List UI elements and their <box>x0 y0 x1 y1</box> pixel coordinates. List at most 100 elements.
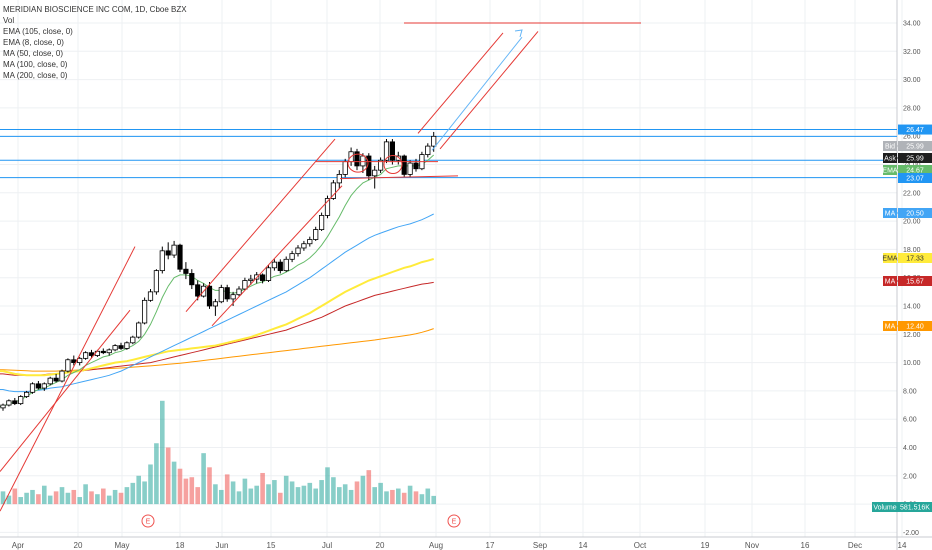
candle <box>59 369 65 383</box>
candle-body <box>23 391 30 397</box>
volume-bar <box>289 481 295 505</box>
candle <box>177 243 183 273</box>
candle <box>389 139 396 165</box>
price-label-value: 24.67 <box>906 168 924 175</box>
price-label: 23.07 <box>898 173 932 183</box>
volume-bar <box>112 489 118 505</box>
volume-bar <box>307 482 313 505</box>
legend-ma50[interactable]: MA (50, close, 0) <box>3 49 64 58</box>
candle <box>165 242 171 260</box>
y-tick-label: 14.00 <box>903 304 921 311</box>
volume-bar <box>118 492 124 505</box>
candle <box>83 351 89 360</box>
circle-marker <box>383 155 403 174</box>
price-label-name: MA <box>885 324 896 331</box>
volume-bar <box>24 492 29 505</box>
volume-bar <box>171 461 177 505</box>
candle <box>330 180 337 200</box>
price-label-value: 20.50 <box>906 211 924 218</box>
price-label-name: MA <box>885 211 896 218</box>
ma100-line <box>0 281 434 376</box>
candle-body <box>106 349 112 354</box>
candle-body <box>53 377 59 382</box>
candle-body <box>277 261 283 272</box>
price-label-bg <box>898 502 932 512</box>
candle-body <box>313 229 319 240</box>
volume-bar <box>47 495 53 505</box>
candle <box>189 269 195 290</box>
x-tick-label: 19 <box>701 541 710 550</box>
volume-bar <box>413 491 419 505</box>
candle <box>295 245 301 257</box>
volume-bars <box>0 400 436 505</box>
candle-body <box>413 162 419 170</box>
candle <box>41 382 47 391</box>
candle <box>407 160 413 178</box>
legend-title[interactable]: MERIDIAN BIOSCIENCE INC COM, 1D, Cboe BZ… <box>3 5 187 14</box>
volume-bar <box>248 488 254 505</box>
x-tick-label: Jun <box>216 541 229 550</box>
price-label-bg <box>898 208 932 218</box>
trend-line <box>211 185 343 327</box>
x-tick-label: Aug <box>429 541 443 550</box>
y-tick-label: 18.00 <box>903 247 921 254</box>
candle-body <box>59 370 65 382</box>
y-tick-label: 26.00 <box>903 134 921 141</box>
y-tick-label: 12.00 <box>903 332 921 339</box>
x-tick-label: 18 <box>176 541 185 550</box>
legend-vol[interactable]: Vol <box>3 16 15 25</box>
candle <box>383 139 390 164</box>
candle-body <box>307 239 313 245</box>
price-label-value: 25.99 <box>906 144 924 151</box>
candle <box>23 390 30 398</box>
candle-body <box>153 270 159 293</box>
trend-line <box>439 31 539 150</box>
candle <box>318 212 325 232</box>
legend-ema8[interactable]: EMA (8, close, 0) <box>3 38 64 47</box>
candle <box>0 403 6 411</box>
candle <box>12 397 18 406</box>
candle <box>377 157 384 173</box>
candle <box>372 165 378 189</box>
candle <box>106 348 112 356</box>
candle-body <box>407 162 413 175</box>
price-label-tag <box>883 165 897 175</box>
candle <box>271 259 278 271</box>
candle-body <box>295 247 301 255</box>
candle-body <box>47 377 53 385</box>
candle <box>53 373 59 383</box>
candle <box>307 236 313 247</box>
candle <box>230 291 236 306</box>
y-tick-label: 4.00 <box>903 445 917 452</box>
candle <box>283 256 289 273</box>
candle <box>100 348 106 355</box>
candle <box>18 395 24 406</box>
candle-body <box>136 322 142 338</box>
volume-bar <box>325 467 330 505</box>
candle-body <box>265 267 272 281</box>
legend-ma100[interactable]: MA (100, close, 0) <box>3 60 68 69</box>
legend-ema105[interactable]: EMA (105, close, 0) <box>3 27 73 36</box>
candle-body <box>366 155 372 177</box>
candle-body <box>112 345 118 351</box>
volume-bar <box>95 494 100 505</box>
earnings-marker: E <box>141 514 155 528</box>
candle-body <box>372 169 378 177</box>
price-label-value: 581.516K <box>900 505 930 512</box>
legend-ma200[interactable]: MA (200, close, 0) <box>3 71 68 80</box>
volume-bar <box>372 487 377 505</box>
candle <box>242 277 248 291</box>
price-label-tag <box>883 253 897 263</box>
y-tick-label: 20.00 <box>903 219 921 226</box>
volume-bar <box>142 481 147 505</box>
volume-bar <box>89 491 94 505</box>
price-label-name: Ask <box>884 156 896 163</box>
volume-bar <box>154 443 159 505</box>
candle <box>136 321 142 339</box>
volume-bar <box>201 453 206 505</box>
price-label-tag <box>883 321 897 331</box>
candle-body <box>171 244 177 256</box>
volume-bar <box>295 487 301 505</box>
candle-body <box>230 294 236 300</box>
